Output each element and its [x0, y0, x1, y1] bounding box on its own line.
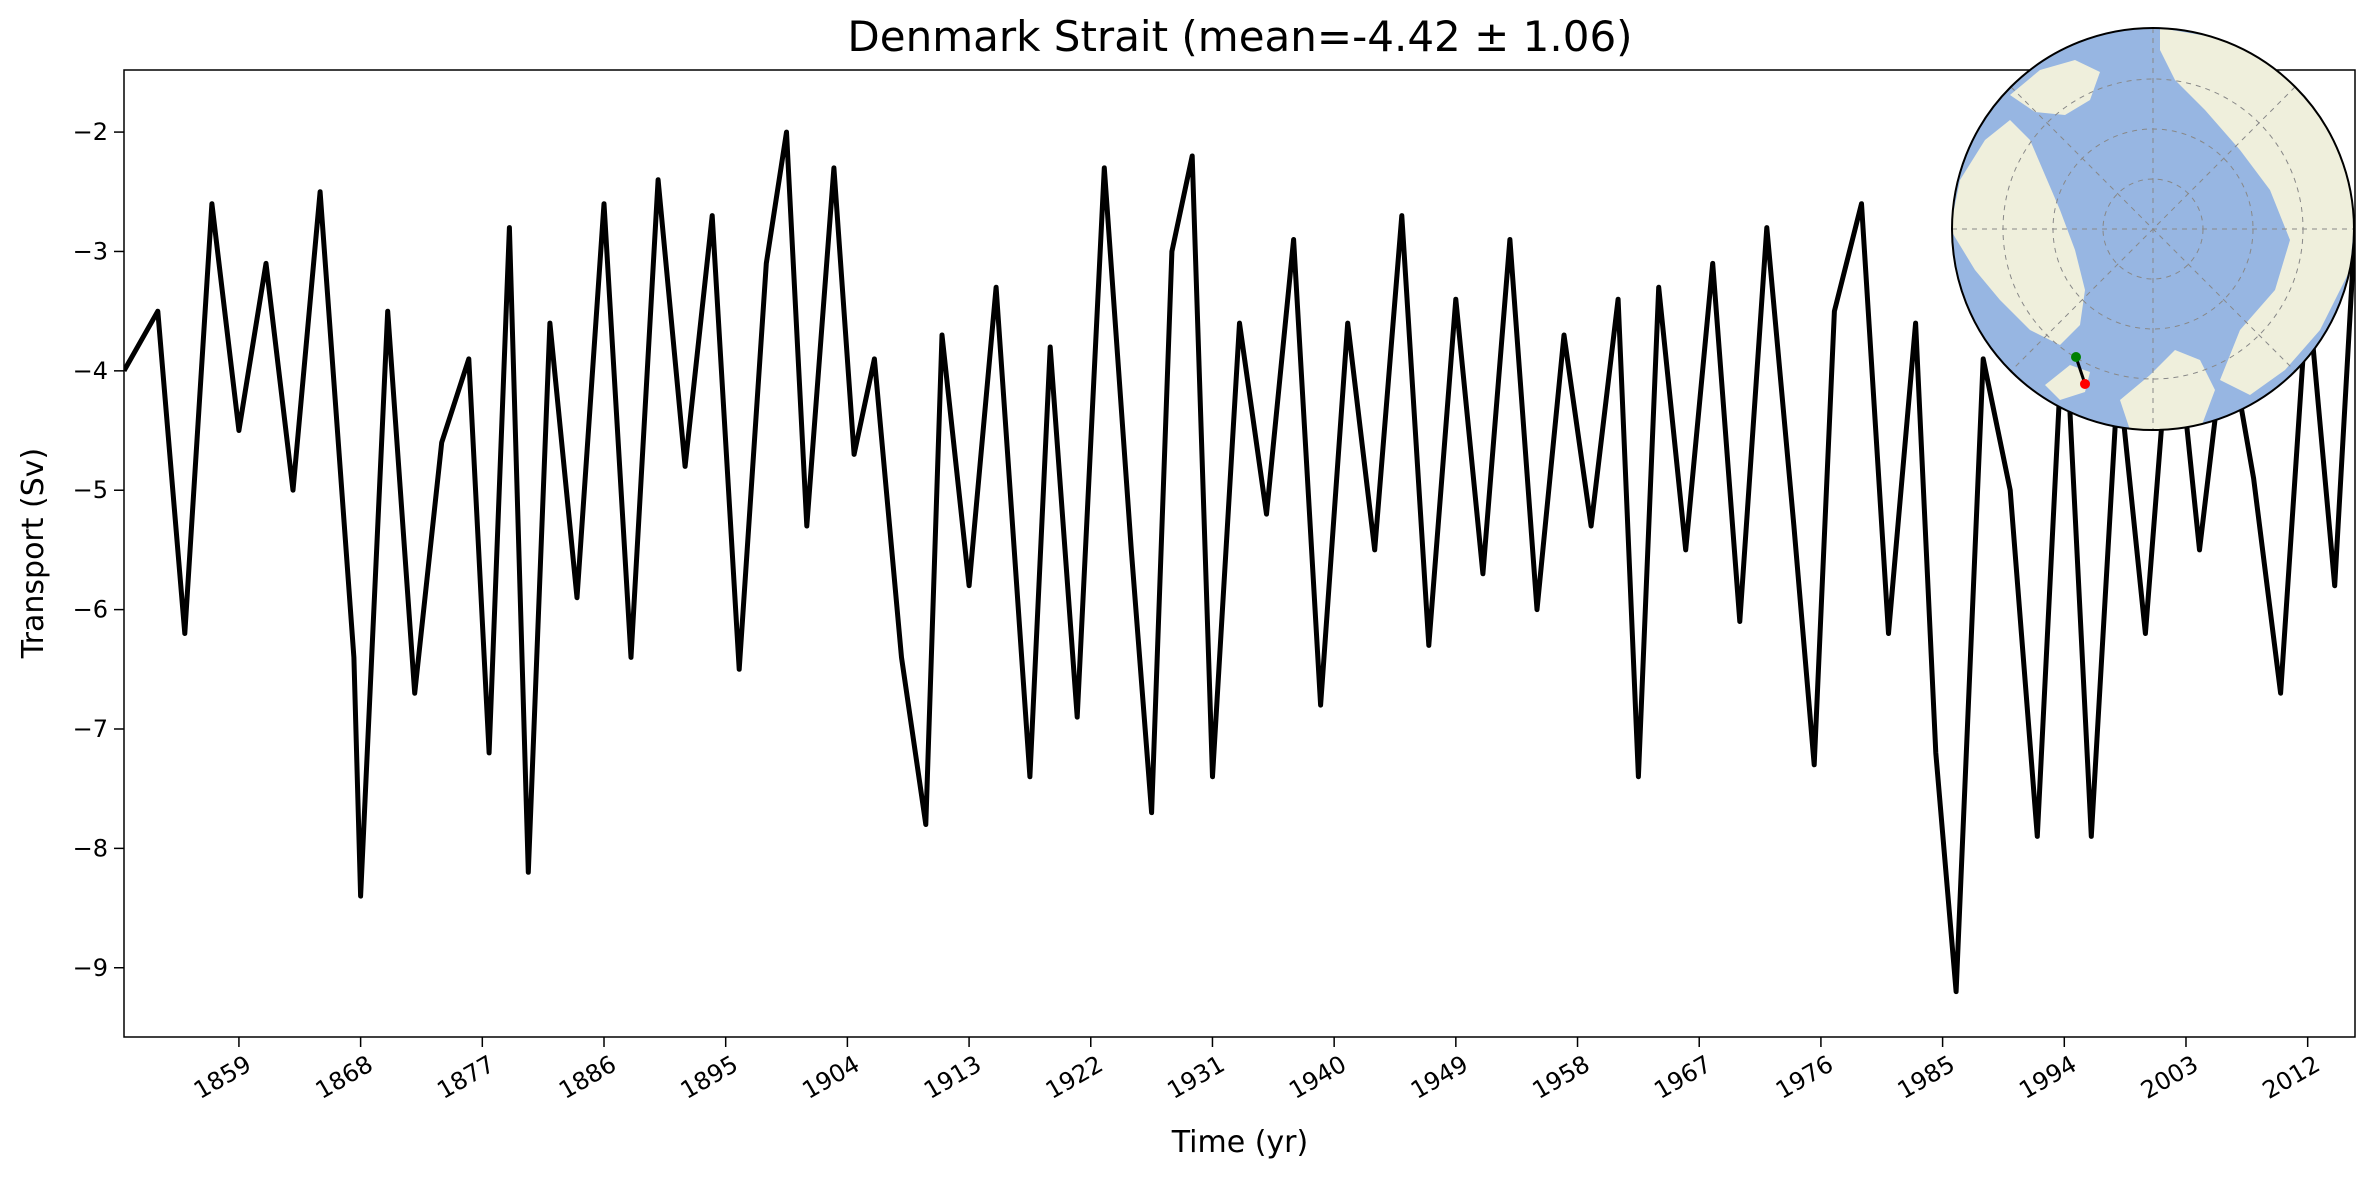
x-axis: 1859 1868 1877 1886 1895 1904 1913 1922 1931 1940… — [189, 1037, 2325, 1105]
y-tick-label: −5 — [73, 476, 108, 504]
y-tick-label: −2 — [73, 118, 108, 146]
x-tick-label: 1868 — [311, 1050, 378, 1105]
x-tick-label: 1859 — [189, 1050, 256, 1105]
x-tick-label: 2012 — [2258, 1050, 2325, 1105]
x-tick-label: 1994 — [2014, 1050, 2081, 1105]
x-tick-label: 1877 — [432, 1050, 499, 1105]
inset-polar-map — [1951, 27, 2355, 431]
x-tick-label: 1967 — [1649, 1050, 1716, 1105]
x-tick-label: 1895 — [676, 1050, 743, 1105]
y-axis: −9 −8 −7 −6 −5 −4 −3 −2 — [73, 118, 124, 982]
globe-graticule — [1952, 28, 2354, 430]
x-tick-label: 1904 — [797, 1050, 864, 1105]
x-tick-label: 2003 — [2136, 1050, 2203, 1105]
chart-title: Denmark Strait (mean=-4.42 ± 1.06) — [847, 12, 1632, 61]
y-tick-label: −7 — [73, 715, 108, 743]
y-tick-label: −8 — [73, 834, 108, 862]
x-tick-label: 1922 — [1041, 1050, 1108, 1105]
section-start-marker — [2071, 352, 2081, 362]
x-tick-label: 1913 — [919, 1050, 986, 1105]
y-axis-label: Transport (Sv) — [16, 448, 51, 660]
y-tick-label: −9 — [73, 954, 108, 982]
x-tick-label: 1958 — [1528, 1050, 1595, 1105]
section-end-marker — [2080, 379, 2090, 389]
x-tick-label: 1886 — [554, 1050, 621, 1105]
x-axis-label: Time (yr) — [1171, 1125, 1308, 1160]
plot-frame — [123, 69, 2356, 1038]
y-tick-label: −4 — [73, 357, 108, 385]
globe-land — [1952, 28, 2354, 430]
globe-outline — [1951, 27, 2355, 431]
x-tick-label: 1931 — [1163, 1050, 1230, 1105]
transport-series-line — [124, 129, 2355, 995]
y-tick-label: −3 — [73, 237, 108, 265]
x-tick-label: 1940 — [1284, 1050, 1351, 1105]
x-tick-label: 1949 — [1406, 1050, 1473, 1105]
y-tick-label: −6 — [73, 596, 108, 624]
x-tick-label: 1985 — [1893, 1050, 1960, 1105]
x-tick-label: 1976 — [1771, 1050, 1838, 1105]
